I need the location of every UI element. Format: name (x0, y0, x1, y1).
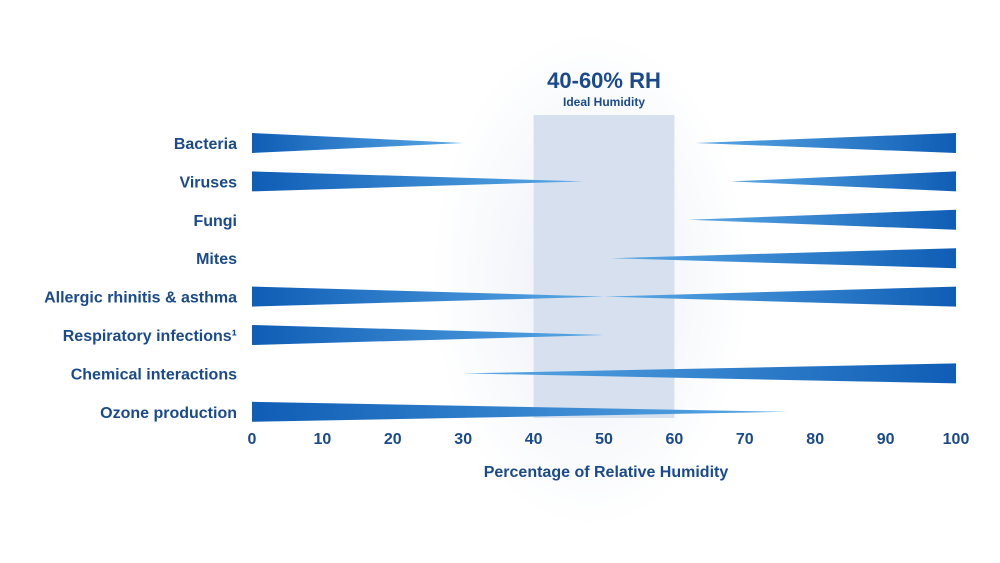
wedge-mites-high (611, 248, 956, 269)
x-tick-40: 40 (525, 431, 543, 448)
wedge-ozone-production-low (252, 401, 788, 422)
category-label-ozone-production: Ozone production (100, 405, 237, 422)
wedge-chemical-interactions-high (463, 363, 956, 384)
x-tick-80: 80 (806, 431, 824, 448)
category-label-allergic-rhinitis-asthma: Allergic rhinitis & asthma (44, 290, 237, 307)
wedge-fungi-high (688, 209, 956, 230)
x-tick-10: 10 (314, 431, 332, 448)
wedge-layer (252, 133, 956, 422)
wedge-bacteria-high (695, 133, 956, 153)
category-label-viruses: Viruses (179, 174, 237, 191)
category-labels: Bacteria Viruses Fungi Mites Allergic rhinit… (44, 136, 237, 422)
x-tick-60: 60 (666, 431, 684, 448)
category-label-respiratory-infections: Respiratory infections¹ (63, 328, 237, 345)
category-label-mites: Mites (196, 251, 237, 268)
x-tick-30: 30 (454, 431, 472, 448)
x-axis-ticks: 0 10 20 30 40 50 60 70 80 90 100 (248, 431, 970, 448)
wedge-bacteria-low (252, 133, 464, 153)
wedge-respiratory-infections-low (252, 325, 604, 345)
wedge-allergic-rhinitis-asthma-high (604, 286, 956, 307)
x-tick-90: 90 (877, 431, 895, 448)
x-tick-20: 20 (384, 431, 402, 448)
category-label-fungi: Fungi (193, 213, 237, 230)
wedge-viruses-high (730, 171, 956, 192)
x-tick-0: 0 (248, 431, 257, 448)
x-tick-50: 50 (595, 431, 613, 448)
chart-subtitle: Ideal Humidity (563, 95, 645, 109)
chart-title: 40-60% RH (547, 68, 661, 93)
x-tick-70: 70 (736, 431, 754, 448)
x-axis-title: Percentage of Relative Humidity (484, 464, 729, 481)
ideal-humidity-zone (533, 115, 675, 418)
wedge-allergic-rhinitis-asthma-low (252, 286, 604, 307)
category-label-chemical-interactions: Chemical interactions (71, 366, 237, 383)
category-label-bacteria: Bacteria (174, 136, 237, 153)
x-tick-100: 100 (943, 431, 970, 448)
wedge-viruses-low (252, 171, 583, 192)
